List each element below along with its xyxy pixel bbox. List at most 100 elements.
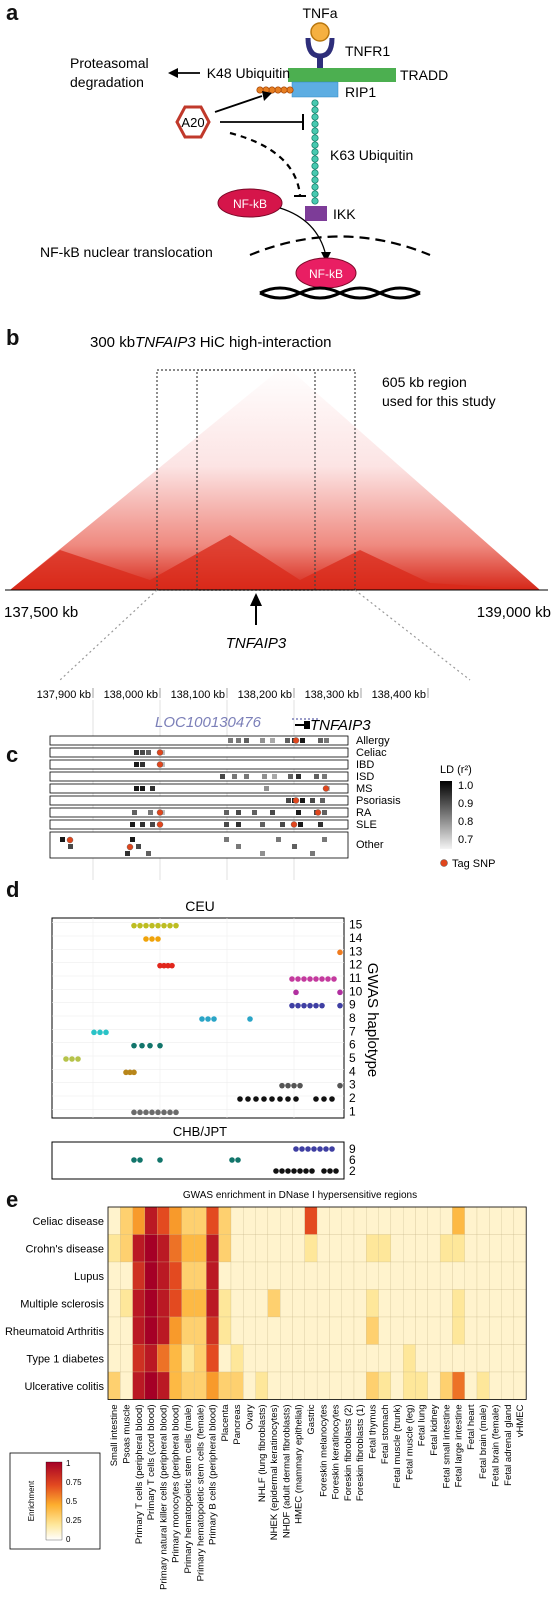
tag-snp-mark xyxy=(156,809,164,816)
heatmap-cell xyxy=(403,1261,416,1290)
nfkb-nucleus-label: NF-kB xyxy=(309,267,343,281)
heatmap-row-label: Type 1 diabetes xyxy=(26,1353,104,1365)
a20-k48-arrow xyxy=(214,95,263,113)
ld-snp-mark xyxy=(140,762,145,767)
heatmap-column-label: Fetal heart xyxy=(466,1404,477,1450)
haplotype-snp-point xyxy=(291,1082,297,1089)
heatmap-cell xyxy=(403,1289,416,1318)
chb-snp-point xyxy=(297,1168,303,1174)
heatmap-cell xyxy=(280,1206,293,1235)
heatmap-column-label: Fetal thymus xyxy=(367,1404,378,1459)
heatmap-cell xyxy=(353,1261,367,1290)
hic-panel: 300 kbTNFAIP3 HiC high-interaction 605 k… xyxy=(4,334,551,681)
haplotype-snp-point xyxy=(155,936,161,942)
tradd-box xyxy=(288,68,396,82)
heatmap-cell xyxy=(292,1344,305,1373)
heatmap-cell xyxy=(513,1234,527,1263)
heatmap-cell xyxy=(181,1316,195,1345)
tnfa-label: TNFa xyxy=(303,5,338,21)
heatmap-cell xyxy=(120,1261,133,1290)
tnfa-ligand-icon xyxy=(310,22,330,42)
heatmap-row-label: Lupus xyxy=(74,1271,104,1283)
haplotype-snp-point xyxy=(313,1096,319,1102)
heatmap-cell xyxy=(243,1206,256,1235)
heatmap-cell xyxy=(316,1206,330,1235)
heatmap-cell xyxy=(267,1206,281,1235)
chb-snp-point xyxy=(291,1168,297,1174)
haplotype-snp-point xyxy=(289,976,295,982)
ld-snp-mark xyxy=(264,786,269,791)
haplotype-snp-point xyxy=(143,1109,149,1116)
haplotype-snp-point xyxy=(75,1056,81,1062)
haplotype-snp-point xyxy=(131,1109,137,1116)
heatmap-cell xyxy=(464,1371,478,1400)
heatmap-cell xyxy=(132,1344,146,1373)
chb-snp-point xyxy=(305,1146,311,1152)
heatmap-cell xyxy=(304,1261,318,1290)
heatmap-cell xyxy=(513,1344,527,1373)
heatmap-cell xyxy=(218,1206,232,1235)
haplotype-tick-label: 4 xyxy=(349,1064,356,1078)
heatmap-column-label: Fetal kidney xyxy=(429,1404,440,1455)
ld-snp-mark xyxy=(285,738,290,743)
haplotype-snp-point xyxy=(127,1069,133,1076)
heatmap-column-label: Fetal lung xyxy=(417,1405,428,1447)
heatmap-cell xyxy=(489,1316,502,1345)
haplotype-snp-point xyxy=(313,976,319,982)
heatmap-cell xyxy=(489,1289,502,1318)
heatmap-cell xyxy=(316,1289,330,1318)
heatmap-cell xyxy=(513,1289,527,1318)
heatmap-cell xyxy=(489,1371,502,1400)
ld-snp-mark xyxy=(224,810,229,815)
enrichment-tick-025: 0.25 xyxy=(66,1516,82,1525)
haplotype-tick-label: 15 xyxy=(349,918,363,932)
enrichment-legend-bar xyxy=(45,1461,63,1541)
haplotype-snp-point xyxy=(143,922,149,929)
tag-snp-mark xyxy=(156,821,164,828)
track-frame xyxy=(49,759,349,770)
haplotype-snp-point xyxy=(91,1029,97,1036)
track-label: SLE xyxy=(356,819,377,831)
ld-snp-mark xyxy=(150,822,155,827)
haplotype-snp-point xyxy=(337,1002,343,1009)
haplotype-snp-point xyxy=(279,1082,285,1089)
genomic-tick-label: 138,100 kb xyxy=(171,689,225,701)
heatmap-cell xyxy=(292,1206,305,1235)
heatmap-cell xyxy=(292,1261,305,1290)
haplotype-snp-point xyxy=(277,1096,283,1102)
tag-snp-mark xyxy=(292,737,300,744)
heatmap-cell xyxy=(390,1234,404,1263)
haplotype-snp-point xyxy=(161,1109,167,1116)
heatmap-cell xyxy=(230,1261,244,1290)
genomic-tick-label: 137,900 kb xyxy=(37,689,91,701)
ld-snp-mark xyxy=(252,810,257,815)
heatmap-cell xyxy=(304,1316,318,1345)
ld-snp-mark xyxy=(146,750,151,755)
haplotype-snp-point xyxy=(301,1002,307,1009)
heatmap-cell xyxy=(378,1261,392,1290)
enrichment-legend-label: Enrichment xyxy=(27,1480,36,1521)
heatmap-cell xyxy=(378,1344,392,1373)
heatmap-cell xyxy=(403,1371,416,1400)
heatmap-cell xyxy=(439,1316,453,1345)
heatmap-cell xyxy=(366,1316,379,1345)
haplotype-snp-point xyxy=(149,922,155,929)
ld-snp-mark xyxy=(146,851,151,856)
heatmap-cell xyxy=(144,1289,158,1318)
translocation-arrow xyxy=(279,207,327,257)
heatmap-cell xyxy=(193,1371,207,1400)
ld-snp-mark xyxy=(272,774,277,779)
heatmap-cell xyxy=(513,1206,527,1235)
heatmap-cell xyxy=(267,1261,281,1290)
heatmap-cell xyxy=(513,1316,527,1345)
haplotype-snp-point xyxy=(137,922,143,929)
heatmap-cell xyxy=(304,1289,318,1318)
enrichment-tick-075: 0.75 xyxy=(66,1478,82,1487)
chb-snp-point xyxy=(285,1168,291,1174)
heatmap-cell xyxy=(243,1289,256,1318)
ld-snp-mark xyxy=(286,798,291,803)
heatmap-cell xyxy=(132,1206,146,1235)
heatmap-column-label: NHLF (lung fibroblasts) xyxy=(257,1405,268,1503)
track-frame xyxy=(49,771,349,782)
heatmap-cell xyxy=(378,1206,392,1235)
